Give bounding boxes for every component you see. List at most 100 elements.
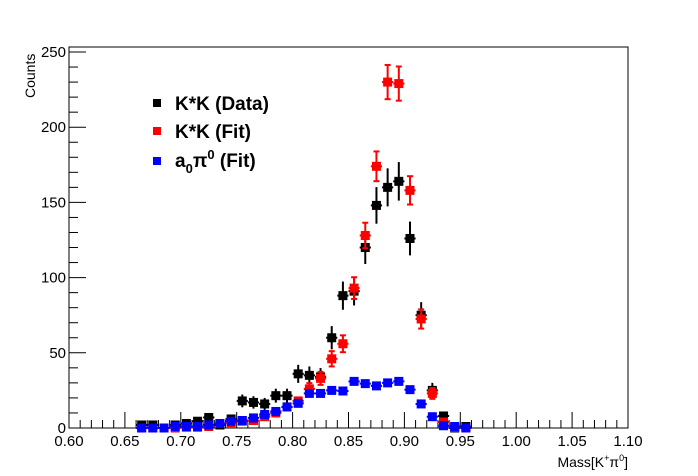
data-point [270,406,282,416]
data-point [303,366,315,385]
data-point [236,394,248,408]
marker [204,412,214,422]
data-point [281,402,293,412]
marker [159,423,169,433]
marker [461,423,471,433]
marker [405,385,415,395]
marker [327,333,337,343]
data-point [136,423,148,433]
data-point [404,221,416,256]
data-point [337,334,349,354]
marker [394,376,404,386]
legend-label-fit: K*K (Fit) [175,122,251,143]
data-point [225,416,237,426]
marker [427,412,437,422]
data-point [415,308,427,330]
y-tick-label: 0 [58,420,66,437]
data-point [214,418,226,428]
marker [383,378,393,388]
data-point [370,381,383,391]
marker [383,182,393,192]
series-1 [136,63,472,433]
marker [293,398,303,408]
marker [260,399,270,409]
data-point [337,386,349,396]
marker [226,416,236,426]
marker [349,376,359,386]
data-point [437,421,450,431]
marker [237,396,247,406]
marker [271,406,281,416]
marker [316,373,326,383]
data-point [326,385,338,395]
marker [338,386,348,396]
marker [349,283,359,293]
x-tick-label: 0.75 [222,433,251,450]
data-point [370,150,383,183]
x-tick-label: 1.00 [502,433,531,450]
marker [371,161,381,171]
marker [327,354,337,364]
data-point [415,399,427,409]
marker [394,176,404,186]
marker [248,413,258,423]
marker [371,381,381,391]
series-0 [136,162,472,433]
data-point [359,221,371,250]
y-tick-label: 50 [49,345,66,362]
marker [181,421,191,431]
marker [204,420,214,430]
marker [248,397,258,407]
y-tick-label: 150 [41,194,66,211]
marker [360,379,370,389]
marker [383,77,393,87]
x-tick-label: 1.10 [613,433,642,450]
x-tick-label: 0.80 [278,433,307,450]
data-point [303,388,315,398]
marker [260,409,270,419]
data-point [359,379,371,389]
marker [327,385,337,395]
marker [170,421,180,431]
data-point [247,396,260,409]
data-point [426,386,438,400]
marker [394,79,404,89]
y-axis-label: Counts [22,54,38,98]
legend-label-data: K*K (Data) [175,94,269,115]
data-points [136,63,472,433]
marker [416,314,426,324]
data-point [292,364,304,383]
marker [427,388,437,398]
legend-label-a0pi0: a0π0 (Fit) [175,147,256,176]
data-point [370,187,383,224]
y-tick-label: 250 [41,44,66,61]
data-point [180,421,192,431]
data-point [382,63,394,101]
y-tick-label: 200 [41,119,66,136]
data-point [382,378,394,388]
marker [316,388,326,398]
marker [237,415,247,425]
data-point [348,276,360,301]
marker [338,339,348,349]
plot-frame [68,46,629,429]
data-point [382,168,394,207]
legend-marker-data [153,99,161,107]
marker [215,418,225,428]
x-tick-label: 0.95 [446,433,475,450]
data-point [393,376,405,386]
data-point [203,412,215,422]
marker [293,369,303,379]
data-point [426,412,438,422]
x-axis-label: Mass[K+π0] [557,453,628,470]
marker [193,416,203,426]
data-point [348,376,360,386]
data-point [326,326,338,350]
legend-marker-a0pi0 [153,157,161,165]
marker [450,421,460,431]
marker [360,230,370,240]
data-point [236,415,248,425]
data-point [147,423,159,433]
marker [405,185,415,195]
